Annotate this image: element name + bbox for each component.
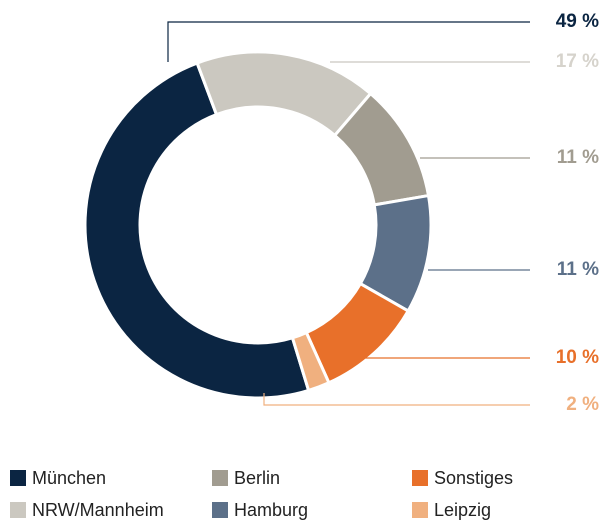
slice <box>290 330 331 393</box>
data-label: 10 % <box>556 347 599 368</box>
legend-swatch <box>10 470 26 486</box>
legend-label: München <box>32 468 106 488</box>
legend-swatch <box>10 502 26 518</box>
legend-swatch <box>212 470 228 486</box>
legend-swatch <box>212 502 228 518</box>
data-label: 17 % <box>556 51 599 72</box>
legend-swatch <box>412 470 428 486</box>
leader-line <box>167 21 530 62</box>
legend-label: Berlin <box>234 468 280 488</box>
data-label: 49 % <box>556 11 599 32</box>
legend-label: Hamburg <box>234 500 308 520</box>
slice <box>83 61 311 400</box>
legend-label: NRW/Mannheim <box>32 500 164 520</box>
legend-label: Leipzig <box>434 500 491 520</box>
data-label: 11 % <box>557 259 599 280</box>
data-label: 2 % <box>566 394 599 415</box>
leader-line <box>263 393 530 406</box>
legend-label: Sonstiges <box>434 468 513 488</box>
legend-swatch <box>412 502 428 518</box>
data-label: 11 % <box>557 147 599 168</box>
